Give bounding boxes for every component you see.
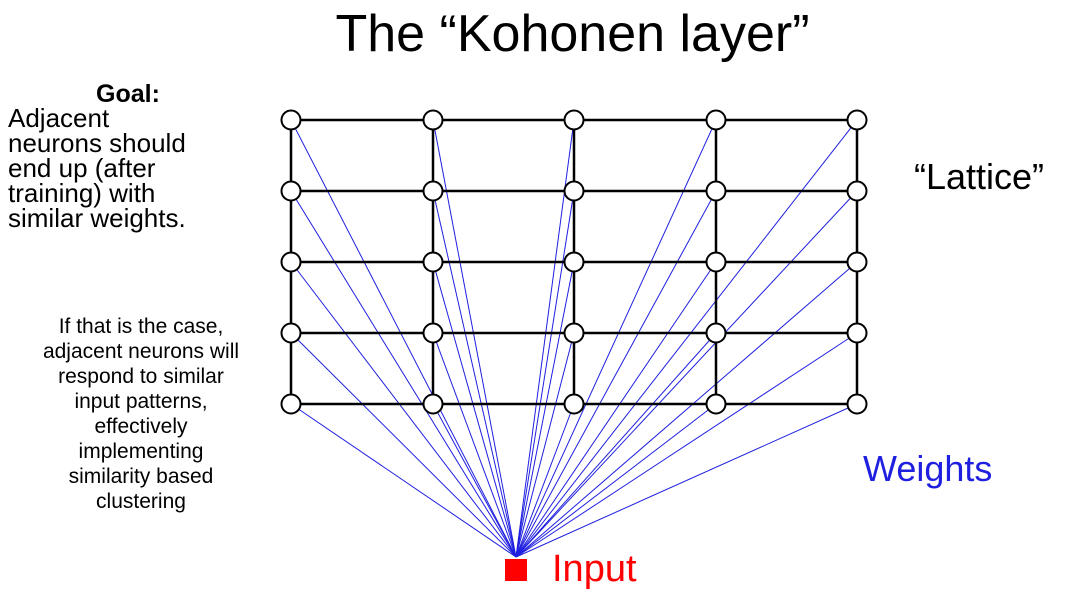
neuron-node bbox=[705, 322, 727, 344]
input-node bbox=[505, 559, 527, 581]
weight-connection bbox=[515, 332, 858, 558]
goal-line: Adjacent bbox=[8, 103, 110, 133]
neuron-node bbox=[705, 251, 727, 273]
neuron-node bbox=[846, 251, 868, 273]
lattice-nodes bbox=[280, 109, 868, 415]
neuron-node bbox=[280, 251, 302, 273]
neuron-node bbox=[563, 322, 585, 344]
note-line: implementing bbox=[78, 440, 204, 463]
weight-connection bbox=[432, 332, 517, 558]
note-line: input patterns, bbox=[74, 390, 208, 413]
note-line: adjacent neurons will bbox=[42, 340, 240, 363]
goal-line: neurons should bbox=[8, 128, 186, 158]
neuron-node bbox=[280, 322, 302, 344]
neuron-node bbox=[705, 109, 727, 131]
weight-connection bbox=[290, 261, 517, 558]
weight-connections bbox=[290, 119, 858, 558]
neuron-node bbox=[846, 393, 868, 415]
slide-title: The “Kohonen layer” bbox=[335, 5, 810, 63]
goal-heading: Goal: bbox=[96, 80, 160, 108]
goal-line: end up (after bbox=[8, 153, 156, 183]
weight-connection bbox=[515, 261, 858, 558]
neuron-node bbox=[280, 180, 302, 202]
neuron-node bbox=[846, 109, 868, 131]
weight-connection bbox=[515, 332, 717, 558]
weight-connection bbox=[432, 261, 517, 558]
neuron-node bbox=[563, 180, 585, 202]
goal-line: similar weights. bbox=[8, 203, 186, 233]
neuron-node bbox=[280, 393, 302, 415]
weight-connection bbox=[290, 332, 517, 558]
neuron-node bbox=[422, 393, 444, 415]
neuron-node bbox=[422, 180, 444, 202]
note-line: If that is the case, bbox=[58, 315, 224, 338]
weight-connection bbox=[290, 403, 517, 558]
weight-connection bbox=[432, 190, 517, 558]
neuron-node bbox=[280, 109, 302, 131]
neuron-node bbox=[846, 322, 868, 344]
neuron-node bbox=[705, 393, 727, 415]
weight-connection bbox=[432, 119, 517, 558]
neuron-node bbox=[422, 322, 444, 344]
weight-connection bbox=[290, 119, 517, 558]
neuron-node bbox=[563, 251, 585, 273]
note-line: similarity based bbox=[68, 465, 214, 488]
note-line: effectively bbox=[94, 415, 188, 438]
note-line: clustering bbox=[96, 490, 186, 513]
neuron-node bbox=[422, 251, 444, 273]
neuron-node bbox=[563, 109, 585, 131]
weight-connection bbox=[515, 261, 575, 558]
weight-connection bbox=[515, 190, 717, 558]
neuron-node bbox=[705, 180, 727, 202]
lattice-label: “Lattice” bbox=[914, 156, 1045, 197]
note-line: respond to similar bbox=[58, 365, 224, 388]
weight-connection bbox=[432, 403, 517, 558]
goal-line: training) with bbox=[8, 178, 156, 208]
weights-label: Weights bbox=[863, 448, 993, 489]
neuron-node bbox=[846, 180, 868, 202]
weight-connection bbox=[515, 119, 717, 558]
weight-connection bbox=[515, 403, 717, 558]
weight-connection bbox=[515, 261, 717, 558]
input-label: Input bbox=[552, 548, 637, 590]
weight-connection bbox=[290, 190, 517, 558]
neuron-node bbox=[422, 109, 444, 131]
neuron-node bbox=[563, 393, 585, 415]
weight-connection bbox=[515, 332, 575, 558]
clustering-note: If that is the case, adjacent neurons wi… bbox=[0, 314, 282, 514]
weight-connection bbox=[515, 190, 575, 558]
weight-connection bbox=[515, 119, 858, 558]
weight-connection bbox=[515, 403, 858, 558]
weight-connection bbox=[515, 403, 575, 558]
weight-connection bbox=[515, 190, 858, 558]
goal-description: Adjacent neurons should end up (after tr… bbox=[8, 103, 268, 233]
